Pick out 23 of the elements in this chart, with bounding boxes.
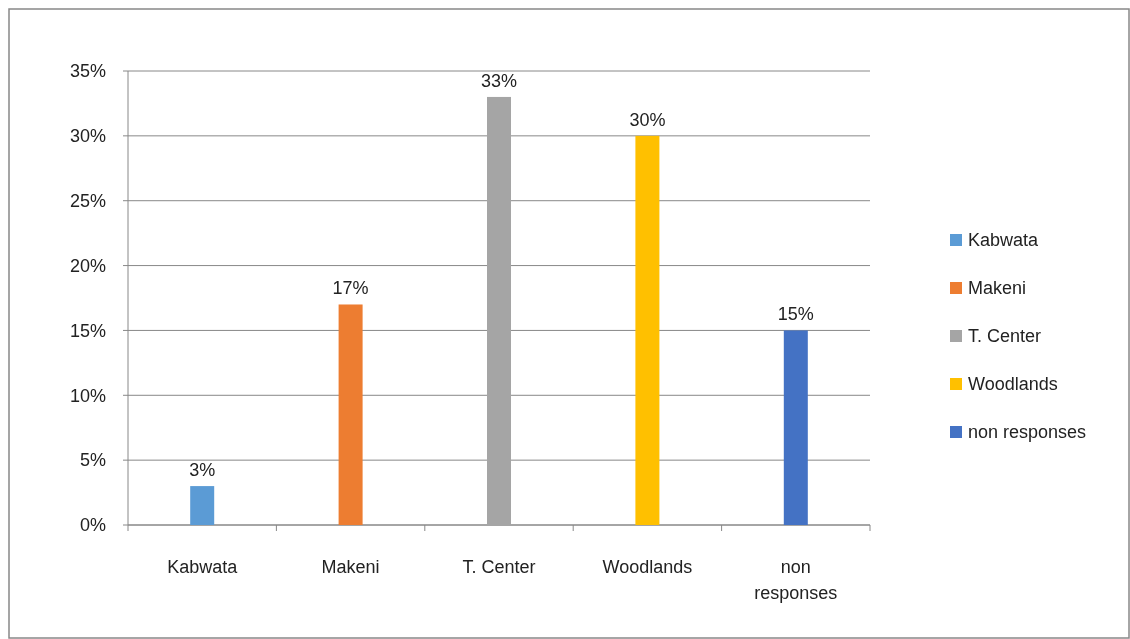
x-tick-label: T. Center <box>462 557 536 577</box>
y-tick-label: 0% <box>79 515 106 536</box>
x-tick-label: Woodlands <box>602 557 693 577</box>
y-tick-label: 30% <box>69 126 106 147</box>
legend-label: Kabwata <box>968 230 1040 251</box>
data-label: 17% <box>332 278 369 299</box>
y-tick-label: 15% <box>69 320 106 341</box>
y-tick-label: 10% <box>69 385 106 406</box>
x-tick-label: Makeni <box>321 557 380 577</box>
legend-label: T. Center <box>968 326 1042 347</box>
legend-label: Makeni <box>968 278 1027 299</box>
x-tick-label: Kabwata <box>167 557 239 577</box>
legend-label: non responses <box>968 422 1087 443</box>
data-label: 30% <box>629 109 666 130</box>
legend-label: Woodlands <box>968 374 1058 395</box>
y-tick-label: 35% <box>69 61 106 82</box>
x-tick-label: non responses <box>754 557 838 603</box>
data-label: 15% <box>777 304 814 325</box>
y-tick-label: 5% <box>79 450 106 471</box>
data-label: 33% <box>480 70 518 91</box>
data-label: 3% <box>189 460 216 481</box>
y-tick-label: 25% <box>69 191 106 212</box>
y-tick-label: 20% <box>69 255 106 276</box>
